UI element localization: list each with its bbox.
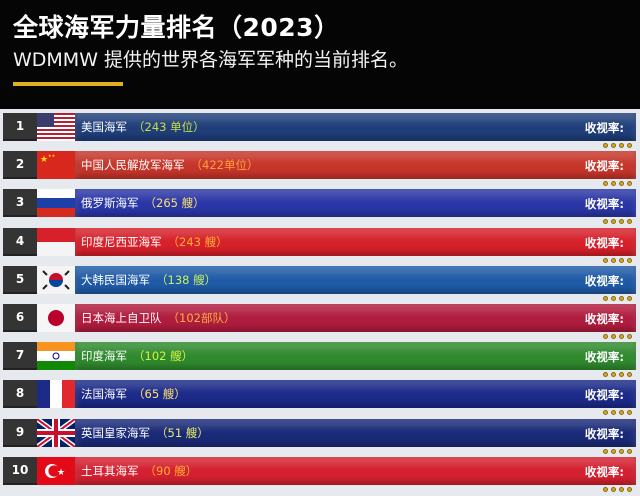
- navy-name: 美国海军: [81, 120, 127, 134]
- rating-label: 收视率:: [584, 350, 624, 365]
- rating-label: 收视率:: [584, 388, 624, 403]
- navy-bar: 俄罗斯海军 （265 艘） 收视率:: [75, 189, 636, 218]
- india-flag-icon: [37, 342, 75, 371]
- rank-number: 9: [3, 418, 37, 447]
- navy-name: 法国海军: [81, 387, 127, 402]
- fleet-count: （65 艘）: [133, 387, 186, 402]
- ranking-row: 6 日本海上自卫队 （102部队） 收视率:: [3, 304, 636, 339]
- rating-dots-icon: [603, 219, 632, 225]
- fleet-count: （243 艘）: [167, 234, 228, 249]
- rating-dots-icon: [603, 372, 632, 378]
- rank-number: 7: [3, 342, 37, 371]
- russia-flag-icon: [37, 189, 75, 218]
- rating-label: 收视率:: [584, 312, 624, 326]
- indonesia-flag-icon: [37, 227, 75, 256]
- rank-number: 6: [3, 304, 37, 332]
- rating-dots-icon: [603, 448, 632, 454]
- rating-label: 收视率:: [584, 235, 624, 250]
- ranking-row: 9 英国皇家海军 （51 艘） 收视率:: [3, 418, 636, 454]
- navy-name: 日本海上自卫队: [81, 311, 162, 325]
- rating-label: 收视率:: [584, 197, 624, 212]
- navy-bar: 英国皇家海军 （51 艘） 收视率:: [75, 418, 636, 447]
- rating-label: 收视率:: [584, 426, 624, 441]
- fleet-count: （102 艘）: [133, 349, 194, 364]
- rank-number: 8: [3, 380, 37, 409]
- page-title: 全球海军力量排名（2023）: [13, 13, 340, 42]
- ranking-row: 3 俄罗斯海军 （265 艘） 收视率:: [3, 189, 636, 225]
- ranking-row: 4 印度尼西亚海军 （243 艘） 收视率:: [3, 227, 636, 263]
- fleet-count: （90 艘）: [144, 463, 198, 478]
- rank-number: 10: [3, 456, 37, 485]
- navy-name: 印度海军: [81, 349, 127, 364]
- svg-text:★: ★: [57, 468, 65, 478]
- rating-dots-icon: [603, 410, 632, 416]
- header: 全球海军力量排名（2023） WDMMW 提供的世界各海军军种的当前排名。: [0, 0, 640, 109]
- rating-dots-icon: [603, 181, 632, 187]
- fleet-count: （51 艘）: [156, 425, 209, 440]
- rating-label: 收视率:: [584, 464, 624, 479]
- navy-name: 大韩民国海军: [81, 272, 150, 287]
- accent-line: [13, 82, 123, 86]
- rank-number: 1: [3, 113, 37, 141]
- rating-dots-icon: [603, 334, 632, 339]
- navy-name: 中国人民解放军海军: [81, 158, 185, 173]
- ranking-row: 1 美国海军 （243 单位） 收视率:: [3, 113, 636, 148]
- rating-label: 收视率:: [584, 273, 624, 288]
- navy-bar: 日本海上自卫队 （102部队） 收视率:: [75, 304, 636, 332]
- rating-label: 收视率:: [584, 159, 624, 174]
- turkey-flag-icon: ★: [37, 456, 75, 485]
- svg-text:★★: ★★: [48, 153, 56, 158]
- navy-name: 英国皇家海军: [81, 425, 150, 440]
- rank-number: 5: [3, 265, 37, 294]
- france-flag-icon: [37, 380, 75, 409]
- ranking-row: 5 大韩民国海军 （138 艘） 收视率:: [3, 265, 636, 301]
- rating-label: 收视率:: [584, 121, 624, 135]
- rank-number: 3: [3, 189, 37, 218]
- us-flag-icon: [37, 113, 75, 141]
- navy-bar: 法国海军 （65 艘） 收视率:: [75, 380, 636, 409]
- ranking-row: 10 ★ 土耳其海军 （90 艘） 收视率:: [3, 456, 636, 492]
- page-subtitle: WDMMW 提供的世界各海军军种的当前排名。: [13, 49, 409, 71]
- ranking-row: 7 印度海军 （102 艘） 收视率:: [3, 342, 636, 378]
- japan-flag-icon: [37, 304, 75, 332]
- fleet-count: （138 艘）: [156, 272, 217, 287]
- uk-flag-icon: [37, 418, 75, 447]
- navy-name: 俄罗斯海军: [81, 196, 139, 211]
- fleet-count: （422单位）: [190, 158, 259, 173]
- rating-dots-icon: [603, 486, 632, 492]
- fleet-count: （102部队）: [167, 311, 236, 325]
- rating-dots-icon: [603, 295, 632, 301]
- navy-bar: 土耳其海军 （90 艘） 收视率:: [75, 456, 636, 485]
- navy-name: 印度尼西亚海军: [81, 234, 162, 249]
- navy-bar: 大韩民国海军 （138 艘） 收视率:: [75, 265, 636, 294]
- svg-text:★: ★: [40, 155, 48, 165]
- navy-name: 土耳其海军: [81, 463, 139, 478]
- fleet-count: （265 艘）: [144, 196, 205, 211]
- fleet-count: （243 单位）: [133, 120, 205, 134]
- rank-number: 2: [3, 151, 37, 180]
- navy-bar: 印度尼西亚海军 （243 艘） 收视率:: [75, 227, 636, 256]
- china-flag-icon: ★ ★★: [37, 151, 75, 180]
- rating-dots-icon: [603, 257, 632, 263]
- ranking-row: 8 法国海军 （65 艘） 收视率:: [3, 380, 636, 416]
- rating-dots-icon: [603, 143, 632, 148]
- ranking-row: 2 ★ ★★ 中国人民解放军海军 （422单位） 收视率:: [3, 151, 636, 187]
- korea-flag-icon: [37, 265, 75, 294]
- navy-bar: 中国人民解放军海军 （422单位） 收视率:: [75, 151, 636, 180]
- rank-number: 4: [3, 227, 37, 256]
- navy-bar: 美国海军 （243 单位） 收视率:: [75, 113, 636, 141]
- navy-bar: 印度海军 （102 艘） 收视率:: [75, 342, 636, 371]
